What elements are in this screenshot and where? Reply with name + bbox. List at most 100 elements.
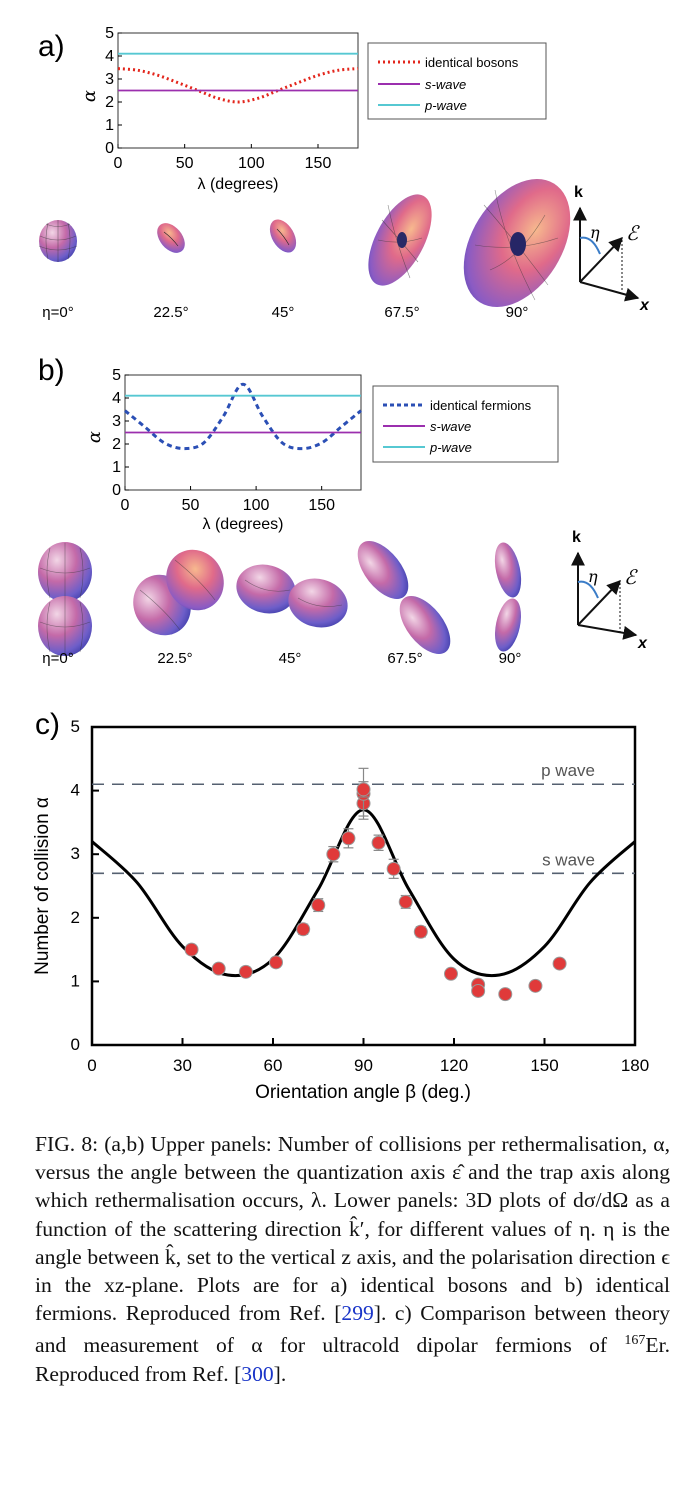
panel-a-series [117, 52, 359, 104]
data-point [498, 987, 513, 1002]
panel-a-xlabel: λ (degrees) [198, 176, 279, 193]
xtick-label: 0 [87, 1056, 96, 1075]
data-point [296, 922, 311, 937]
panel-a-label: a) [38, 30, 65, 63]
xtick-label: 50 [182, 497, 200, 514]
panel-c-ylabel: Number of collision α [32, 797, 53, 975]
caption-text-1: FIG. 8: (a,b) Upper panels: Number of co… [35, 1132, 670, 1326]
data-point [326, 847, 341, 862]
data-point [528, 978, 543, 993]
legend-b-fermions: identical fermions [430, 398, 532, 413]
panel-b-lobes [38, 541, 522, 656]
panel-a-y-ticks: 0 1 2 3 4 5 [105, 25, 122, 157]
ref-label-1: s wave [542, 850, 595, 869]
lobe-b-4 [494, 542, 522, 652]
ytick-label: 1 [112, 459, 121, 476]
legend-b-swave: s-wave [430, 419, 471, 434]
panel-c-y-ticks: 0 1 2 3 4 5 [71, 717, 99, 1054]
xtick-label: 50 [176, 155, 194, 172]
inset-a-x: x [639, 297, 650, 314]
ytick-label: 1 [105, 117, 114, 134]
lobe-a-2 [269, 219, 297, 253]
panel-c-data-points [184, 767, 567, 1002]
panel-a-x-ticks: 0 50 100 150 [114, 144, 332, 172]
ytick-label: 1 [71, 971, 80, 990]
eta-a-1: 22.5° [153, 304, 188, 321]
legend-b-pwave: p-wave [429, 440, 472, 455]
xtick-label: 150 [305, 155, 332, 172]
panel-a-legend: identical bosons s-wave p-wave [367, 42, 547, 120]
data-point [398, 894, 413, 909]
caption-text-4: ]. [273, 1361, 287, 1386]
xtick-label: 0 [121, 497, 130, 514]
inset-a-eta: η [590, 223, 600, 242]
lobe-b-0 [38, 542, 92, 656]
ytick-label: 0 [112, 482, 121, 499]
eta-a-0: η=0° [42, 304, 73, 321]
inset-b-eps: ℰ [624, 565, 638, 589]
ytick-label: 3 [112, 413, 121, 430]
lobe-a-4 [463, 179, 571, 307]
panel-a-ylabel: α [79, 90, 100, 102]
panel-c-theory-curve [90, 808, 637, 978]
xtick-label: 180 [621, 1056, 649, 1075]
eta-a-4: 90° [506, 304, 529, 321]
data-point [341, 831, 356, 846]
ytick-label: 5 [105, 25, 114, 42]
lobe-a-1 [157, 223, 185, 253]
panel-b-label: b) [38, 354, 65, 387]
lobe-b-1 [133, 549, 224, 636]
caption-ref-299[interactable]: 299 [341, 1301, 374, 1326]
lobe-b-2 [236, 564, 348, 628]
data-point [238, 964, 253, 979]
legend-a-bosons: identical bosons [425, 55, 519, 70]
data-point [552, 956, 567, 971]
panel-c-label: c) [35, 708, 60, 741]
eta-b-2: 45° [279, 650, 302, 667]
data-point [413, 924, 428, 939]
inset-b-k: k [572, 529, 581, 546]
ytick-label: 4 [105, 48, 114, 65]
caption-superscript: 167 [624, 1333, 646, 1349]
ref-label-0: p wave [541, 761, 595, 780]
legend-a-pwave: p-wave [424, 98, 467, 113]
xtick-label: 0 [114, 155, 123, 172]
panel-b-ylabel: α [84, 431, 105, 443]
xtick-label: 30 [173, 1056, 192, 1075]
eta-b-0: η=0° [42, 650, 73, 667]
panel-b-x-ticks: 0 50 100 150 [121, 486, 335, 514]
lobe-a-3 [368, 194, 432, 286]
legend-a-swave: s-wave [425, 77, 466, 92]
ytick-label: 2 [105, 94, 114, 111]
panel-b-axes-inset: k η ℰ x [571, 529, 648, 652]
data-point [371, 835, 386, 850]
eta-b-4: 90° [499, 650, 522, 667]
caption-ref-300[interactable]: 300 [241, 1361, 274, 1386]
xtick-label: 150 [530, 1056, 558, 1075]
lobe-b-3 [357, 541, 451, 654]
ytick-label: 3 [71, 844, 80, 863]
panel-a-lobes [38, 179, 571, 307]
inset-a-eps: ℰ [626, 221, 640, 245]
panel-a-eta-labels: η=0° 22.5° 45° 67.5° 90° [42, 304, 528, 321]
ytick-label: 4 [112, 390, 121, 407]
theory-curve [90, 808, 637, 978]
xtick-label: 100 [238, 155, 265, 172]
data-point [471, 983, 486, 998]
data-point [184, 942, 199, 957]
data-point [311, 898, 326, 913]
caption-text-3: Er. Reproduced from Ref. [ [35, 1333, 670, 1386]
panel-b-eta-labels: η=0° 22.5° 45° 67.5° 90° [42, 650, 521, 667]
lobe-a-0 [38, 220, 78, 262]
data-point [269, 955, 284, 970]
eta-a-3: 67.5° [384, 304, 419, 321]
panel-c-x-ticks: 0 30 60 90 120 150 180 [87, 1038, 649, 1075]
panel-a-axes-inset: k η ℰ x [573, 184, 650, 314]
ytick-label: 5 [112, 367, 121, 384]
eta-b-3: 67.5° [387, 650, 422, 667]
xtick-label: 60 [264, 1056, 283, 1075]
inset-b-eta: η [588, 567, 598, 586]
xtick-label: 120 [440, 1056, 468, 1075]
eta-b-1: 22.5° [157, 650, 192, 667]
panel-a-plot: 0 1 2 3 4 5 0 50 100 150 λ (degrees) α [79, 25, 359, 193]
